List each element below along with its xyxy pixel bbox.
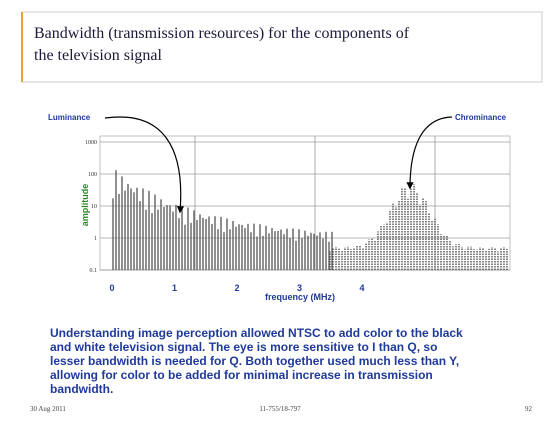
arrow — [104, 116, 185, 214]
body-text: bandwidth. — [50, 382, 113, 396]
y-tick-label: 0.1 — [90, 268, 98, 274]
annotation: Chrominance — [455, 113, 507, 122]
arrow — [406, 116, 453, 190]
body-text: and white television signal. The eye is … — [50, 340, 437, 354]
figure: 1000 100 10 1 0.1 0 1 2 3 4 — [85, 135, 511, 293]
x-tick-label: 3 — [297, 283, 302, 293]
y-tick-label: 1 — [94, 236, 97, 242]
body-text: lesser bandwidth is needed for Q. Both t… — [50, 354, 459, 368]
title: Bandwidth (transmission resources) for t… — [34, 25, 410, 42]
x-tick-label: 4 — [359, 283, 364, 293]
x-tick-label: 0 — [109, 283, 114, 293]
footer-date: 30 Aug 2011 — [30, 405, 66, 413]
annotation: Luminance — [48, 113, 91, 122]
title: the television signal — [34, 47, 163, 64]
y-tick-label: 100 — [88, 172, 97, 178]
x-axis-label: frequency (MHz) — [265, 292, 335, 302]
y-tick-label: 1000 — [85, 140, 97, 146]
footer-course: 11-755/18-797 — [259, 405, 301, 413]
x-tick-label: 2 — [234, 283, 239, 293]
body-text: allowing for color to be added for minim… — [50, 368, 433, 382]
footer-page: 92 — [525, 405, 533, 413]
x-tick-label: 1 — [172, 283, 177, 293]
y-tick-label: 10 — [91, 204, 97, 210]
body-text: Understanding image perception allowed N… — [50, 326, 463, 340]
y-axis-label: amplitude — [80, 184, 90, 227]
